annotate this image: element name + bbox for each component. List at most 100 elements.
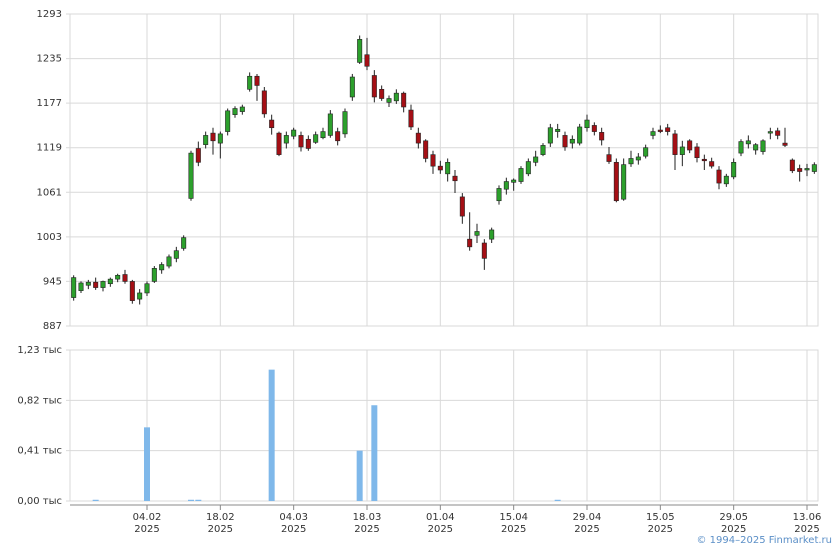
candle-body [100, 281, 106, 288]
candle-body [210, 132, 216, 142]
volume-tick-label: 1,23 тыс [17, 345, 62, 356]
candle-body [393, 92, 399, 102]
candle-body [731, 162, 737, 178]
candle-body [694, 146, 700, 159]
x-tick-date: 18.02 [206, 512, 235, 523]
candle-body [811, 164, 817, 172]
candle-body [753, 144, 759, 151]
candle-body [298, 135, 304, 148]
candle-body [665, 127, 671, 132]
date-x-axis: 04.02202518.02202504.03202518.03202501.0… [70, 504, 821, 535]
candle-body [305, 138, 311, 149]
x-tick-year: 2025 [134, 524, 159, 535]
candle-body [386, 98, 392, 103]
x-tick-date: 29.05 [719, 512, 748, 523]
candle-body [555, 128, 561, 132]
candle-body [445, 162, 451, 175]
candle-body [181, 237, 187, 249]
x-tick-date: 15.04 [499, 512, 528, 523]
candle-body [452, 175, 458, 182]
x-tick-date: 04.02 [133, 512, 162, 523]
volume-grid [66, 349, 819, 502]
x-tick-year: 2025 [501, 524, 526, 535]
volume-bar [356, 450, 363, 501]
x-tick-date: 15.05 [646, 512, 675, 523]
volume-tick-label: 0,00 тыс [17, 496, 62, 507]
price-candles [71, 35, 817, 305]
candle-body [254, 75, 260, 86]
candle-body [503, 181, 509, 190]
candle-body [584, 119, 590, 129]
volume-tick-label: 0,41 тыс [17, 446, 62, 457]
candle-body [122, 274, 128, 282]
candle-body [577, 126, 583, 144]
volume-frame [69, 349, 819, 502]
candle-body [232, 108, 238, 115]
candle-body [129, 281, 135, 301]
x-tick-date: 29.04 [573, 512, 602, 523]
candle-body [144, 283, 150, 294]
candle-body [261, 90, 267, 115]
candle-body [247, 75, 253, 90]
candle-body [401, 92, 407, 108]
x-tick-date: 04.03 [279, 512, 308, 523]
candle-body [327, 113, 333, 136]
candle-body [599, 132, 605, 141]
candle-body [650, 131, 656, 136]
candle-body [291, 129, 297, 137]
candle-body [481, 242, 487, 259]
candle-body [415, 132, 421, 144]
candle-body [511, 179, 517, 183]
copyright-link[interactable]: © 1994–2025 Finmarket.ru [696, 535, 832, 546]
x-tick-date: 01.04 [426, 512, 455, 523]
x-tick-year: 2025 [354, 524, 379, 535]
candle-body [474, 231, 480, 236]
candle-body [562, 135, 568, 148]
volume-bar [554, 499, 561, 501]
x-tick-year: 2025 [794, 524, 819, 535]
candle-body [239, 106, 245, 112]
candle-body [159, 264, 165, 271]
candle-body [533, 156, 539, 163]
x-tick-year: 2025 [574, 524, 599, 535]
candle-body [709, 161, 715, 167]
x-tick-year: 2025 [208, 524, 233, 535]
candle-body [78, 282, 84, 291]
candle-body [408, 109, 414, 128]
price-tick-label: 1119 [37, 143, 62, 154]
candle-body [313, 134, 319, 143]
candle-body [71, 277, 77, 298]
price-tick-label: 1061 [37, 187, 62, 198]
x-tick-year: 2025 [648, 524, 673, 535]
candle-body [335, 131, 341, 142]
candle-body [283, 135, 289, 144]
candle-body [467, 238, 473, 248]
candle-body [203, 135, 209, 145]
candle-body [679, 146, 685, 155]
candle-body [635, 156, 641, 161]
volume-bar [188, 499, 194, 501]
candle-body [569, 138, 575, 144]
candle-body [423, 140, 429, 159]
candle-body [320, 131, 326, 139]
candle-body [672, 133, 678, 155]
candle-body [782, 142, 788, 146]
candle-body [687, 140, 693, 151]
price-tick-label: 887 [43, 321, 62, 332]
candle-body [489, 229, 495, 240]
candle-body [188, 152, 194, 199]
candle-body [371, 75, 377, 98]
candle-body [716, 169, 722, 184]
candle-body [379, 89, 385, 99]
candle-body [628, 158, 634, 165]
candle-body [195, 148, 201, 163]
volume-tick-label: 0,82 тыс [17, 395, 62, 406]
x-tick-year: 2025 [428, 524, 453, 535]
candle-body [225, 110, 231, 132]
candle-body [613, 162, 619, 202]
candle-body [789, 159, 795, 172]
candle-body [93, 281, 99, 288]
candle-body [269, 119, 275, 129]
candle-body [738, 141, 744, 154]
candle-body [518, 168, 524, 182]
